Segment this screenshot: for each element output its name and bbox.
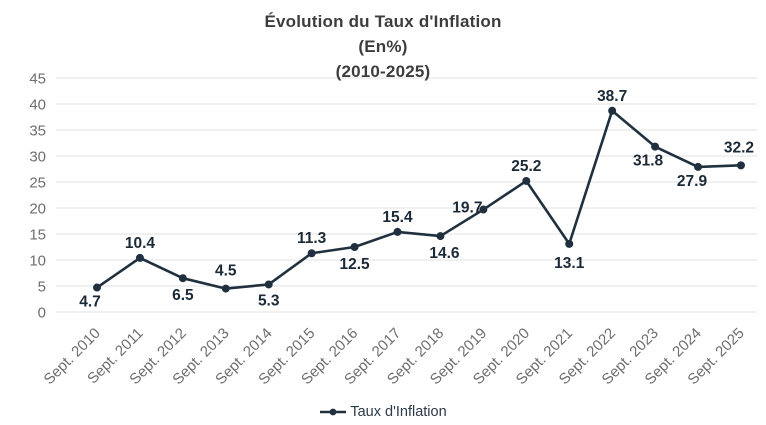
data-point-label: 12.5 [339, 256, 370, 273]
data-point-label: 32.2 [724, 139, 754, 156]
data-point-label: 4.7 [79, 294, 101, 311]
y-tick-label: 15 [29, 227, 46, 244]
data-point [694, 162, 703, 171]
legend-line-marker-icon [320, 408, 347, 416]
y-tick-label: 10 [29, 253, 46, 270]
y-tick-label: 25 [29, 175, 46, 192]
data-point-label: 19.7 [452, 200, 482, 217]
data-point [350, 243, 359, 251]
data-point-label: 5.3 [258, 292, 280, 309]
data-point [565, 239, 574, 248]
data-point-label: 25.2 [511, 158, 541, 175]
data-point-label: 4.5 [215, 263, 237, 280]
y-tick-label: 35 [29, 123, 46, 140]
data-point [393, 227, 402, 236]
data-point-label: 10.4 [125, 235, 156, 252]
data-point-label: 31.8 [633, 153, 664, 170]
data-point [221, 284, 230, 293]
y-tick-label: 0 [38, 305, 46, 322]
legend-label: Taux d'Inflation [350, 404, 447, 420]
data-point-label: 13.1 [554, 255, 585, 272]
data-point-label: 14.6 [429, 245, 460, 262]
data-point [135, 253, 144, 262]
y-tick-label: 20 [29, 201, 46, 218]
data-point [522, 176, 531, 185]
data-point-label: 6.5 [172, 287, 194, 304]
data-point [93, 283, 101, 292]
data-point [736, 161, 745, 170]
data-point-label: 11.3 [297, 230, 327, 247]
data-point-label: 15.4 [382, 209, 413, 226]
y-tick-label: 5 [38, 279, 46, 296]
data-point [608, 106, 617, 115]
y-tick-label: 30 [29, 149, 46, 166]
y-tick-label: 40 [29, 97, 46, 114]
data-point [651, 142, 660, 151]
data-point [264, 280, 273, 289]
data-point-label: 38.7 [597, 88, 627, 105]
legend: Taux d'Inflation [0, 404, 766, 420]
y-tick-label: 45 [29, 71, 46, 88]
data-point [178, 274, 187, 283]
data-point-label: 27.9 [677, 173, 708, 190]
series-line [95, 109, 743, 290]
data-point [479, 205, 488, 214]
data-point [436, 232, 445, 241]
data-point [307, 249, 316, 258]
